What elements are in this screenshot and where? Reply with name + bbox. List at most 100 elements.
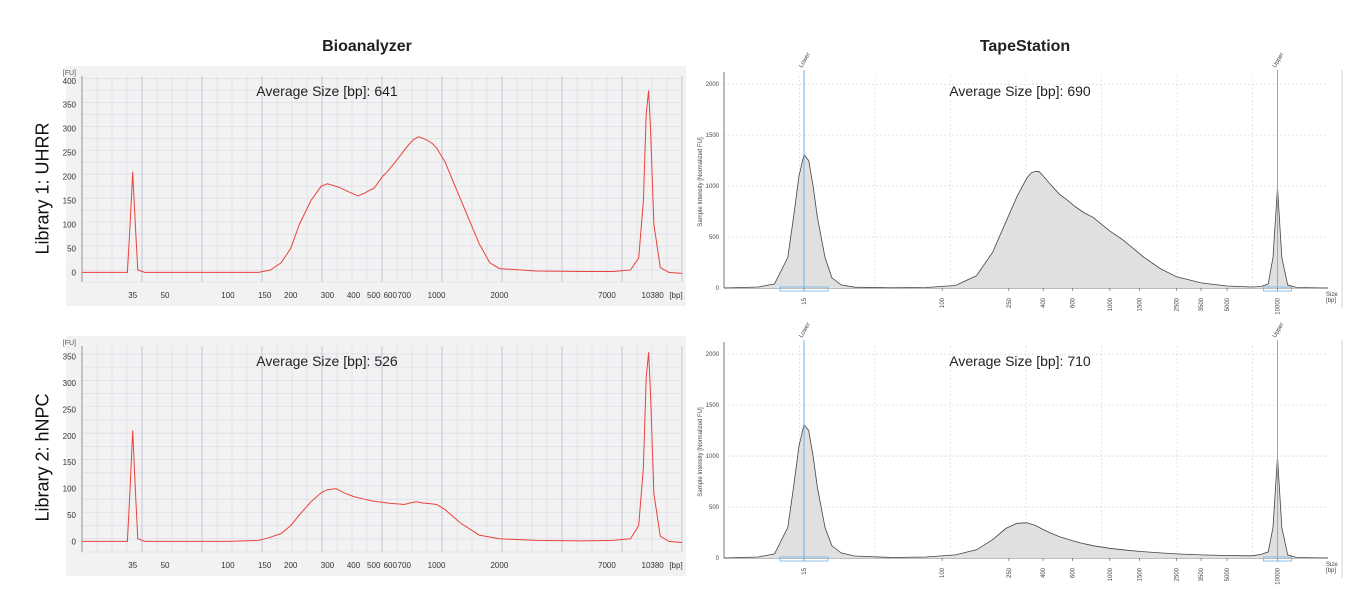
y-tick-label: 100 [63, 221, 77, 230]
x-tick-label: 400 [1041, 297, 1047, 308]
y-tick-label: 50 [67, 511, 76, 520]
x-tick-label: 1000 [1108, 567, 1114, 581]
y-axis-label: Sample Intensity [Normalized FU] [698, 407, 704, 497]
x-tick-label: 2500 [1175, 297, 1181, 311]
tapestation-chart-2: 0 500 1000 1500 2000 Sample Intensity [Normal… [698, 322, 1343, 585]
y-tick-label: 50 [67, 244, 76, 253]
x-tick-label: 5000 [1225, 297, 1231, 311]
x-tick-label: 100 [940, 567, 946, 578]
x-tick-label: 600 [1071, 567, 1077, 578]
y-tick-label: 1500 [706, 403, 720, 409]
x-tick-label: 10000 [1276, 567, 1282, 584]
y-tick-label: 150 [63, 197, 77, 206]
y-tick-label: 200 [63, 432, 77, 441]
marker-region-lower [779, 556, 829, 562]
x-tick-label: 100 [221, 291, 235, 300]
y-tick-label: 0 [72, 537, 77, 546]
marker-region-upper [1263, 556, 1292, 562]
x-tick-label: 300 [321, 291, 335, 300]
bioanalyzer-panel-bg [66, 336, 686, 576]
y-tick-label: 1500 [706, 133, 720, 139]
y-tick-label: 250 [63, 149, 77, 158]
x-tick-label: 150 [258, 561, 272, 570]
x-tick-label: 400 [1041, 567, 1047, 578]
y-tick-label: 150 [63, 458, 77, 467]
x-tick-label: 500 [367, 291, 381, 300]
x-tick-label: 100 [940, 297, 946, 308]
x-unit-label: [bp] [669, 291, 682, 300]
x-tick-label: 1000 [428, 561, 446, 570]
y-tick-label: 1000 [706, 184, 720, 190]
y-tick-label: 100 [63, 485, 77, 494]
y-tick-label: 300 [63, 125, 77, 134]
x-tick-label: 250 [1007, 297, 1013, 308]
y-tick-label: 200 [63, 173, 77, 182]
marker-region-upper [1263, 286, 1292, 292]
x-tick-label: 200 [284, 561, 298, 570]
x-axis-label-line2: [bp] [1326, 298, 1336, 304]
x-tick-label: 15 [802, 567, 808, 574]
bioanalyzer-trace-line [82, 90, 683, 274]
x-tick-label: 600 [1071, 297, 1077, 308]
tapestation-area-fill [724, 154, 1328, 288]
x-tick-label: 400 [347, 561, 361, 570]
x-tick-label: 50 [161, 291, 170, 300]
marker-region-lower [779, 286, 829, 292]
tapestation-trace-line [723, 423, 1329, 559]
x-tick-label: 2000 [490, 561, 508, 570]
x-tick-label: 1500 [1137, 567, 1143, 581]
x-tick-label: 700 [398, 291, 412, 300]
tapestation-trace-line [723, 153, 1329, 289]
x-tick-label: 50 [161, 561, 170, 570]
bioanalyzer-chart-2: 0 50 100 150 200 250 300 350 [FU] 35 50 100 150 200 30… [63, 336, 686, 576]
y-tick-label: 500 [709, 235, 720, 241]
x-tick-label: 600 [384, 291, 398, 300]
average-size-annotation: Average Size [bp]: 690 [949, 83, 1091, 99]
y-tick-label: 400 [63, 77, 77, 86]
x-tick-label: 15 [802, 297, 808, 304]
average-size-annotation: Average Size [bp]: 641 [256, 83, 398, 99]
x-axis-label-line2: [bp] [1326, 568, 1336, 574]
x-tick-label: 10380 [642, 561, 665, 570]
x-tick-label: 3500 [1199, 297, 1205, 311]
x-tick-label: 5000 [1225, 567, 1231, 581]
x-tick-label: 500 [367, 561, 381, 570]
bioanalyzer-column-title: Bioanalyzer [322, 38, 412, 55]
x-tick-label: 300 [321, 561, 335, 570]
y-tick-label: 2000 [706, 352, 720, 358]
x-tick-label: 35 [128, 561, 137, 570]
x-tick-label: 700 [398, 561, 412, 570]
y-tick-label: 0 [72, 268, 77, 277]
y-unit-label: [FU] [63, 70, 76, 77]
x-tick-label: 2500 [1175, 567, 1181, 581]
y-unit-label: [FU] [63, 340, 76, 347]
y-tick-label: 500 [709, 505, 720, 511]
x-tick-label: 600 [384, 561, 398, 570]
y-axis-label: Sample Intensity [Normalized FU] [698, 137, 704, 227]
x-tick-label: 10000 [1276, 297, 1282, 314]
x-tick-label: 1000 [1108, 297, 1114, 311]
x-axis-label-line1: Size [1326, 292, 1338, 298]
x-tick-label: 400 [347, 291, 361, 300]
y-tick-label: 2000 [706, 82, 720, 88]
y-tick-label: 350 [63, 353, 77, 362]
y-tick-label: 0 [716, 556, 720, 562]
x-tick-label: 2000 [490, 291, 508, 300]
x-tick-label: 7000 [598, 291, 616, 300]
x-tick-label: 10380 [642, 291, 665, 300]
x-tick-label: 3500 [1199, 567, 1205, 581]
x-tick-label: 150 [258, 291, 272, 300]
average-size-annotation: Average Size [bp]: 710 [949, 353, 1091, 369]
average-size-annotation: Average Size [bp]: 526 [256, 353, 398, 369]
y-tick-label: 350 [63, 101, 77, 110]
x-axis-label-line1: Size [1326, 562, 1338, 568]
y-tick-label: 0 [716, 286, 720, 292]
x-tick-label: 1000 [428, 291, 446, 300]
x-tick-label: 1500 [1137, 297, 1143, 311]
x-tick-label: 250 [1007, 567, 1013, 578]
tapestation-column-title: TapeStation [979, 38, 1071, 55]
y-tick-label: 1000 [706, 454, 720, 460]
